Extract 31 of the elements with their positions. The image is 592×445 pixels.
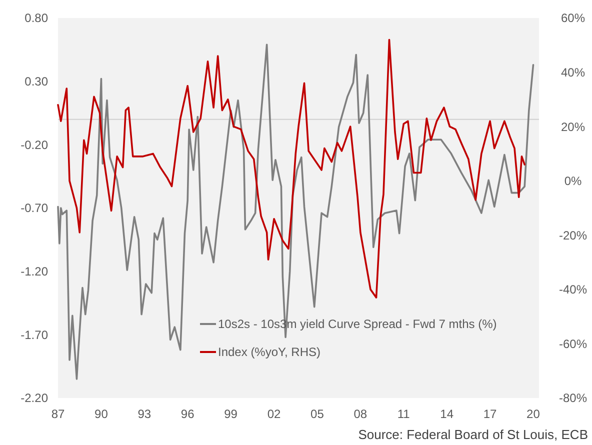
y2-tick-label: 20% — [560, 120, 586, 134]
line-series — [57, 44, 534, 380]
y2-tick-label: -20% — [558, 228, 588, 242]
y-tick-label: -0.70 — [20, 201, 48, 216]
source-note: Source: Federal Board of St Louis, ECB — [358, 427, 588, 442]
y2-tick-label: 0% — [564, 174, 582, 188]
line-series — [57, 38, 526, 298]
legend-label: Index (%yoY, RHS) — [218, 345, 320, 360]
y-tick-label: -1.70 — [20, 328, 48, 342]
x-tick-label: 08 — [354, 407, 368, 421]
y2-tick-label: -80% — [558, 391, 588, 406]
y2-tick-label: -40% — [558, 282, 588, 297]
y2-tick-label: 60% — [560, 11, 586, 26]
y-tick-label: -2.20 — [20, 391, 48, 406]
x-tick-label: 20 — [526, 407, 540, 421]
x-tick-label: 99 — [224, 407, 238, 421]
y2-tick-label: 40% — [560, 65, 586, 80]
x-tick-label: 93 — [138, 407, 152, 421]
y-tick-label: 0.30 — [24, 74, 48, 89]
x-tick-label: 02 — [267, 407, 282, 421]
y-tick-label: -1.20 — [20, 264, 48, 279]
y-tick-label: 0.80 — [24, 11, 48, 26]
x-tick-label: 17 — [483, 407, 498, 421]
x-tick-label: 11 — [397, 407, 410, 421]
x-tick-label: 96 — [180, 407, 195, 421]
y2-tick-label: -60% — [558, 336, 588, 351]
y-tick-label: -0.20 — [20, 138, 48, 152]
x-tick-label: 90 — [94, 407, 108, 421]
x-tick-label: 05 — [310, 407, 324, 421]
x-tick-label: 87 — [51, 407, 65, 421]
x-tick-label: 14 — [440, 407, 454, 421]
